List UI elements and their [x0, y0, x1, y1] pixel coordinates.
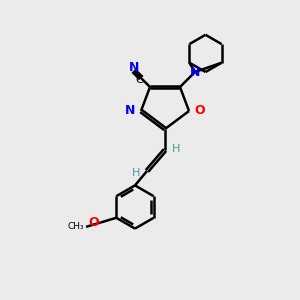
Text: C: C: [136, 75, 143, 85]
Text: H: H: [132, 167, 140, 178]
Text: H: H: [172, 143, 180, 154]
Text: CH₃: CH₃: [68, 222, 85, 231]
Text: N: N: [128, 61, 139, 74]
Text: O: O: [194, 104, 205, 118]
Text: O: O: [88, 216, 99, 229]
Text: N: N: [125, 104, 136, 118]
Text: N: N: [190, 65, 200, 79]
